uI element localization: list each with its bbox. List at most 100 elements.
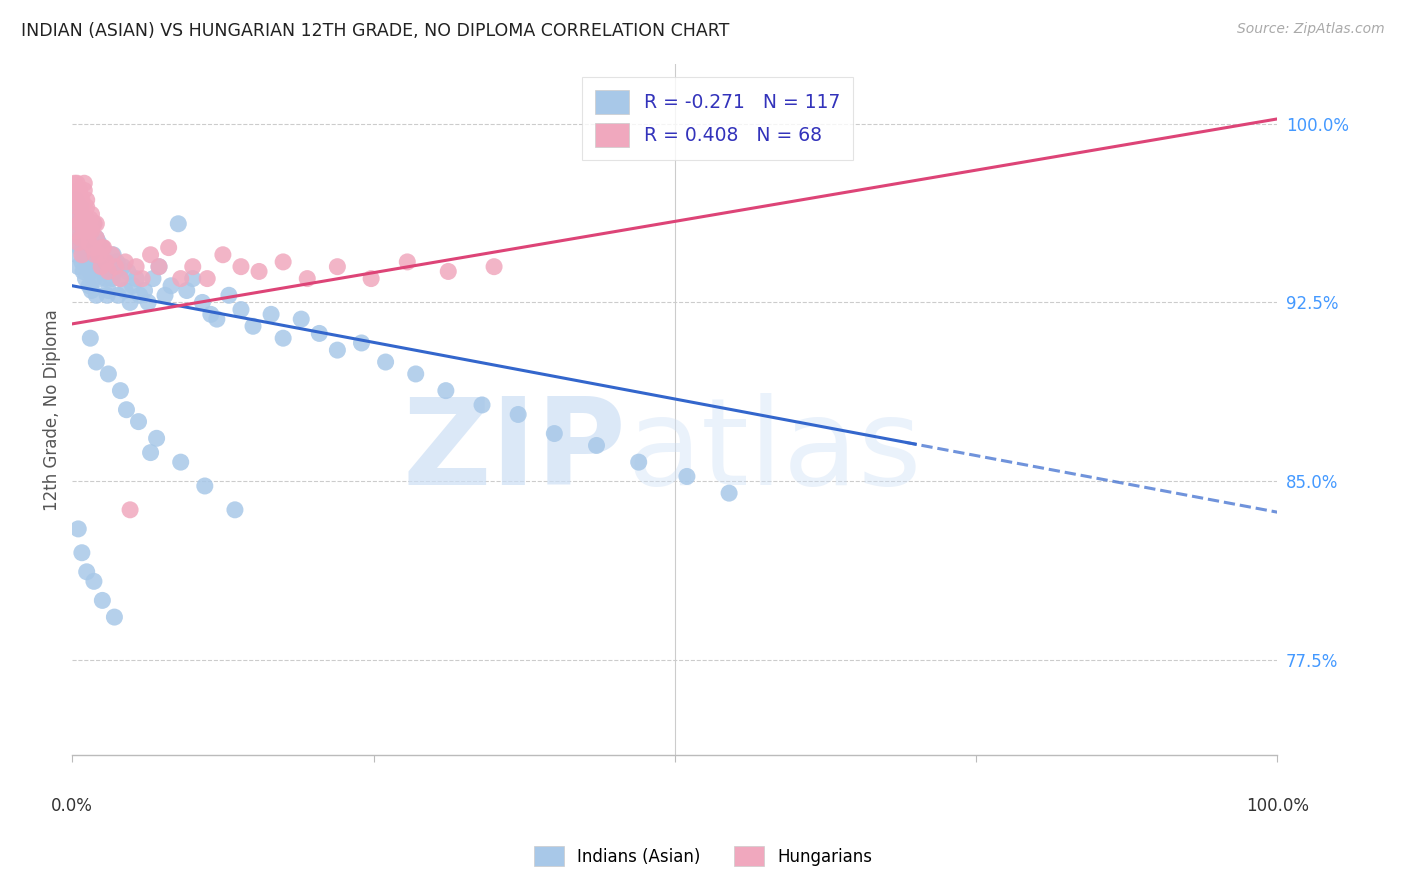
Point (70, 248, 93, 262)
Point (76, 200, 98, 214)
Point (87, 248, 110, 262)
Point (82, 241, 104, 255)
Point (77, 224, 100, 238)
Point (103, 264, 125, 278)
Point (326, 260, 349, 274)
Point (91, 241, 114, 255)
Point (350, 335, 373, 350)
Point (101, 271, 124, 285)
Point (134, 284, 156, 298)
Point (67, 235, 90, 250)
Point (157, 241, 180, 255)
Point (218, 288, 240, 302)
Point (200, 307, 222, 321)
Point (69, 183, 91, 197)
Point (75, 235, 97, 250)
Text: 0.0%: 0.0% (51, 797, 93, 814)
Point (94, 271, 117, 285)
Point (65, 235, 87, 250)
Point (79, 212, 101, 227)
Point (176, 284, 198, 298)
Point (77, 260, 100, 274)
Point (69, 183, 91, 197)
Point (120, 503, 142, 517)
Point (96, 288, 118, 302)
Point (543, 426, 565, 441)
Point (79, 231, 101, 245)
Point (482, 260, 505, 274)
Point (242, 319, 264, 334)
Point (84, 248, 107, 262)
Point (121, 278, 143, 293)
Point (297, 271, 319, 285)
Point (142, 271, 165, 285)
Point (76, 193, 98, 207)
Point (93, 241, 115, 255)
Point (66, 188, 89, 202)
Point (271, 255, 294, 269)
Point (80, 248, 103, 262)
Point (110, 271, 132, 285)
Point (103, 610, 125, 624)
Point (83, 271, 105, 285)
Point (73, 183, 96, 197)
Point (83, 217, 105, 231)
Point (104, 260, 127, 274)
Point (128, 415, 150, 429)
Legend: Indians (Asian), Hungarians: Indians (Asian), Hungarians (527, 839, 879, 873)
Point (67, 200, 90, 214)
Point (271, 331, 294, 345)
Point (83, 217, 105, 231)
Point (93, 264, 115, 278)
Point (247, 264, 270, 278)
Point (194, 479, 217, 493)
Point (73, 250, 96, 264)
Point (66, 224, 89, 238)
Point (65, 224, 87, 238)
Point (205, 312, 228, 326)
Y-axis label: 12th Grade, No Diploma: 12th Grade, No Diploma (44, 309, 60, 510)
Point (107, 288, 129, 302)
Point (128, 288, 150, 302)
Point (114, 255, 136, 269)
Point (69, 231, 91, 245)
Point (80, 207, 103, 221)
Point (718, 486, 741, 500)
Point (125, 271, 148, 285)
Point (69, 193, 91, 207)
Point (65, 193, 87, 207)
Point (139, 248, 162, 262)
Point (86, 355, 108, 369)
Point (148, 260, 170, 274)
Point (115, 402, 138, 417)
Point (290, 312, 312, 326)
Point (69, 241, 91, 255)
Point (437, 264, 460, 278)
Point (73, 227, 96, 241)
Point (76, 212, 98, 227)
Text: Source: ZipAtlas.com: Source: ZipAtlas.com (1237, 22, 1385, 37)
Point (69, 200, 91, 214)
Point (160, 278, 183, 293)
Point (111, 260, 134, 274)
Point (72, 200, 94, 214)
Point (77, 241, 100, 255)
Point (374, 355, 396, 369)
Point (79, 331, 101, 345)
Point (66, 176, 89, 190)
Point (75, 212, 97, 227)
Point (360, 271, 382, 285)
Text: 100.0%: 100.0% (1246, 797, 1309, 814)
Point (224, 503, 246, 517)
Point (79, 264, 101, 278)
Point (676, 469, 699, 483)
Point (70, 212, 93, 227)
Point (145, 431, 167, 445)
Point (66, 248, 89, 262)
Point (70, 255, 93, 269)
Point (86, 231, 108, 245)
Point (131, 271, 153, 285)
Point (86, 231, 108, 245)
Point (77, 278, 100, 293)
Point (94, 255, 117, 269)
